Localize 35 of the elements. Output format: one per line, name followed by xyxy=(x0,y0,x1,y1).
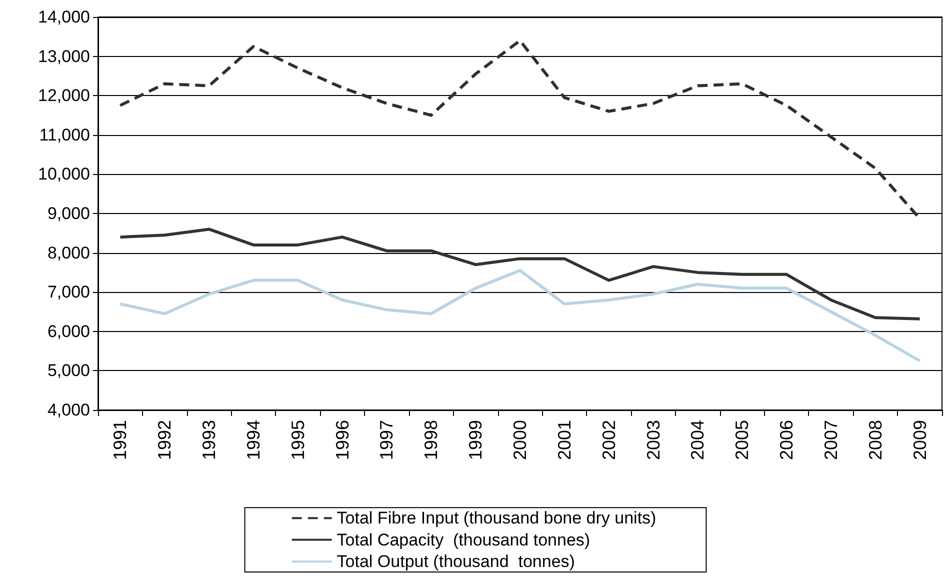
line-series xyxy=(118,228,922,320)
y-tick-label: 14,000 xyxy=(38,8,90,26)
y-tick-label: 7,000 xyxy=(47,282,90,302)
x-tick-label: 2004 xyxy=(688,420,708,460)
y-tick-label: 6,000 xyxy=(47,322,90,341)
x-tick-label: 2008 xyxy=(865,420,886,460)
x-tick-label: 2000 xyxy=(510,420,530,460)
y-tick-label: 4,000 xyxy=(47,400,90,420)
y-tick-label: 12,000 xyxy=(38,86,90,106)
y-tick-label: 5,000 xyxy=(47,361,90,380)
legend-label: Total Output (thousand tonnes) xyxy=(336,552,575,571)
x-tick-label: 1999 xyxy=(466,420,486,460)
x-tick-label: 1994 xyxy=(243,420,264,460)
x-tick-label: 1992 xyxy=(154,420,175,460)
y-tick-label: 13,000 xyxy=(38,46,90,66)
y-tick-label: 10,000 xyxy=(38,164,90,184)
x-tick-label: 1995 xyxy=(288,420,308,460)
y-tick-label: 11,000 xyxy=(39,125,90,144)
x-tick-label: 2005 xyxy=(732,420,752,460)
x-tick-label: 2003 xyxy=(643,420,664,460)
legend-label: Total Capacity (thousand tonnes) xyxy=(336,530,590,550)
x-tick-label: 2001 xyxy=(554,420,574,460)
x-tick-label: 1996 xyxy=(332,420,352,460)
x-tick-label: 1998 xyxy=(421,420,442,460)
x-tick-label: 2002 xyxy=(598,420,619,460)
line-series xyxy=(118,268,922,362)
y-tick-label: 8,000 xyxy=(47,243,90,262)
x-tick-label: 2009 xyxy=(910,420,930,460)
x-tick-label: 1997 xyxy=(376,420,397,460)
y-tick-label: 9,000 xyxy=(47,204,90,223)
legend-label: Total Fibre Input (thousand bone dry units) xyxy=(336,508,656,528)
x-tick-label: 2007 xyxy=(820,420,841,460)
x-tick-label: 1991 xyxy=(110,420,130,460)
x-tick-label: 2006 xyxy=(776,420,797,460)
x-tick-label: 1993 xyxy=(199,420,220,460)
